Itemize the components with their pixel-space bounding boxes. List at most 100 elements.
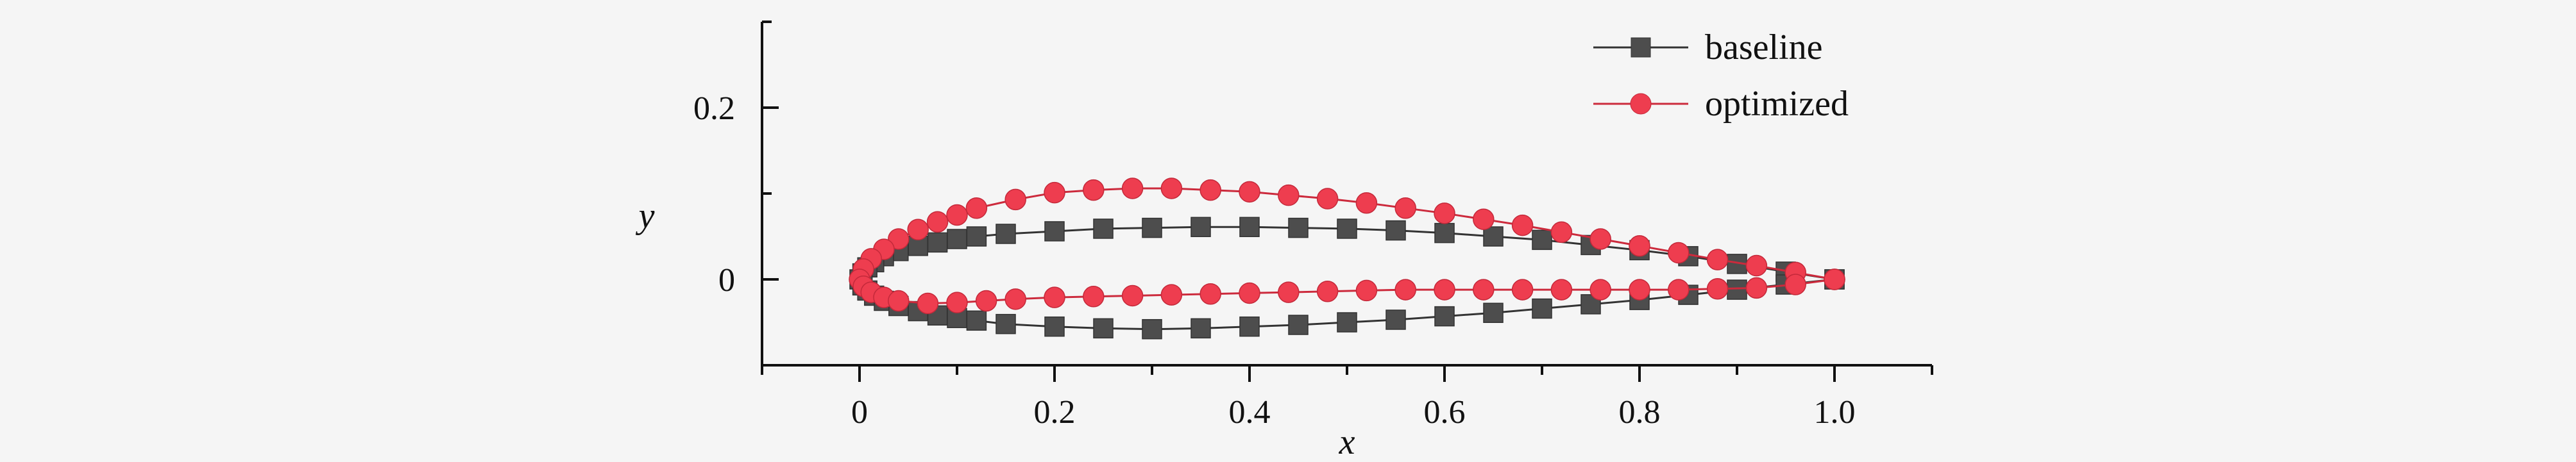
data-point-baseline: [1191, 318, 1211, 339]
data-point-optimized: [1589, 228, 1611, 250]
data-point-optimized: [1745, 254, 1768, 277]
data-point-baseline: [1142, 217, 1162, 238]
data-point-optimized: [1394, 197, 1416, 219]
data-point-baseline: [1727, 279, 1747, 300]
data-point-baseline: [1239, 217, 1260, 238]
data-point-baseline: [1093, 219, 1114, 239]
data-point-baseline: [1142, 318, 1162, 340]
data-point-baseline: [1044, 316, 1065, 337]
data-point-optimized: [1668, 279, 1690, 301]
data-point-optimized: [1004, 188, 1026, 211]
data-point-optimized: [888, 290, 910, 312]
x-axis-title: x: [1339, 422, 1355, 462]
series-layer: [849, 177, 1845, 340]
data-point-optimized: [1239, 282, 1260, 304]
data-point-optimized: [1355, 192, 1378, 214]
data-point-optimized: [1160, 177, 1183, 199]
data-point-optimized: [1745, 277, 1768, 299]
data-point-optimized: [1004, 288, 1026, 310]
legend-label-baseline: baseline: [1705, 28, 1822, 67]
x-tick-label: 1.0: [1814, 394, 1856, 431]
legend-item-optimized: optimized: [1593, 84, 1849, 124]
x-tick-label: 0.2: [1034, 394, 1076, 431]
data-point-baseline: [947, 308, 967, 329]
data-point-optimized: [1706, 249, 1729, 270]
data-point-optimized: [965, 197, 988, 219]
data-point-optimized: [1278, 281, 1300, 303]
data-point-baseline: [1385, 220, 1406, 241]
x-tick-label: 0.8: [1619, 394, 1661, 431]
legend-marker-optimized: [1630, 93, 1652, 115]
data-point-optimized: [1550, 221, 1573, 243]
data-point-optimized: [1316, 281, 1339, 302]
series-baseline: [849, 217, 1845, 340]
data-point-baseline: [966, 310, 987, 331]
data-point-optimized: [1160, 284, 1183, 306]
data-point-optimized: [1668, 242, 1690, 264]
x-ticks: 0 0.2 0.4 0.6 0.8 1.0: [761, 365, 1933, 431]
data-point-optimized: [1239, 181, 1260, 203]
data-point-optimized: [1629, 279, 1650, 301]
data-point-baseline: [1337, 219, 1357, 239]
legend-item-baseline: baseline: [1593, 28, 1822, 67]
data-point-baseline: [1434, 306, 1455, 327]
data-point-optimized: [917, 292, 939, 315]
data-point-optimized: [1044, 286, 1065, 308]
data-point-baseline: [1044, 221, 1065, 242]
y-ticks: 00.2: [693, 21, 779, 367]
series-optimized: [849, 177, 1845, 315]
data-point-optimized: [888, 228, 910, 250]
legend: baseline optimized: [1593, 28, 1849, 124]
data-point-optimized: [1589, 279, 1611, 301]
data-point-baseline: [927, 232, 948, 253]
data-point-optimized: [1706, 277, 1729, 300]
data-point-optimized: [1083, 286, 1105, 308]
data-point-optimized: [1355, 279, 1378, 302]
data-point-optimized: [1199, 283, 1221, 305]
data-point-baseline: [966, 226, 987, 247]
data-point-optimized: [946, 292, 968, 313]
data-point-optimized: [1824, 268, 1845, 290]
data-point-optimized: [1278, 184, 1300, 206]
data-point-optimized: [1629, 235, 1650, 257]
data-point-baseline: [1483, 302, 1504, 324]
data-point-baseline: [1483, 226, 1504, 247]
data-point-baseline: [1532, 229, 1552, 251]
data-point-baseline: [996, 313, 1016, 334]
data-point-optimized: [1434, 279, 1455, 301]
data-point-baseline: [1337, 312, 1357, 333]
data-point-optimized: [975, 290, 997, 312]
data-point-optimized: [926, 211, 949, 233]
data-point-baseline: [1532, 298, 1552, 319]
legend-marker-baseline: [1631, 37, 1651, 58]
data-point-optimized: [1784, 274, 1806, 295]
data-point-optimized: [1121, 285, 1144, 307]
data-point-baseline: [1191, 217, 1211, 238]
data-point-optimized: [1083, 179, 1105, 201]
data-point-optimized: [1511, 214, 1534, 236]
data-point-optimized: [1044, 181, 1065, 204]
y-tick-label: 0: [718, 262, 735, 299]
data-point-optimized: [1511, 279, 1534, 301]
data-point-baseline: [947, 229, 967, 249]
data-point-optimized: [1316, 188, 1339, 210]
y-axis-title: y: [636, 196, 655, 236]
x-tick-label: 0: [851, 394, 868, 431]
data-point-baseline: [1288, 315, 1309, 335]
data-point-optimized: [1199, 179, 1221, 201]
data-point-baseline: [1093, 318, 1114, 339]
data-point-optimized: [1550, 279, 1573, 301]
data-point-optimized: [1394, 279, 1416, 301]
data-point-baseline: [1434, 222, 1455, 243]
y-tick-label: 0.2: [693, 90, 735, 127]
data-point-optimized: [1434, 202, 1455, 224]
axes: 0 0.2 0.4 0.6 0.8 1.0 00.2 x y: [636, 21, 1933, 462]
x-tick-label: 0.6: [1424, 394, 1466, 431]
data-point-baseline: [996, 224, 1016, 244]
data-point-baseline: [1239, 316, 1260, 337]
data-point-optimized: [1121, 177, 1144, 199]
data-point-optimized: [1473, 279, 1495, 301]
data-point-optimized: [946, 204, 968, 226]
